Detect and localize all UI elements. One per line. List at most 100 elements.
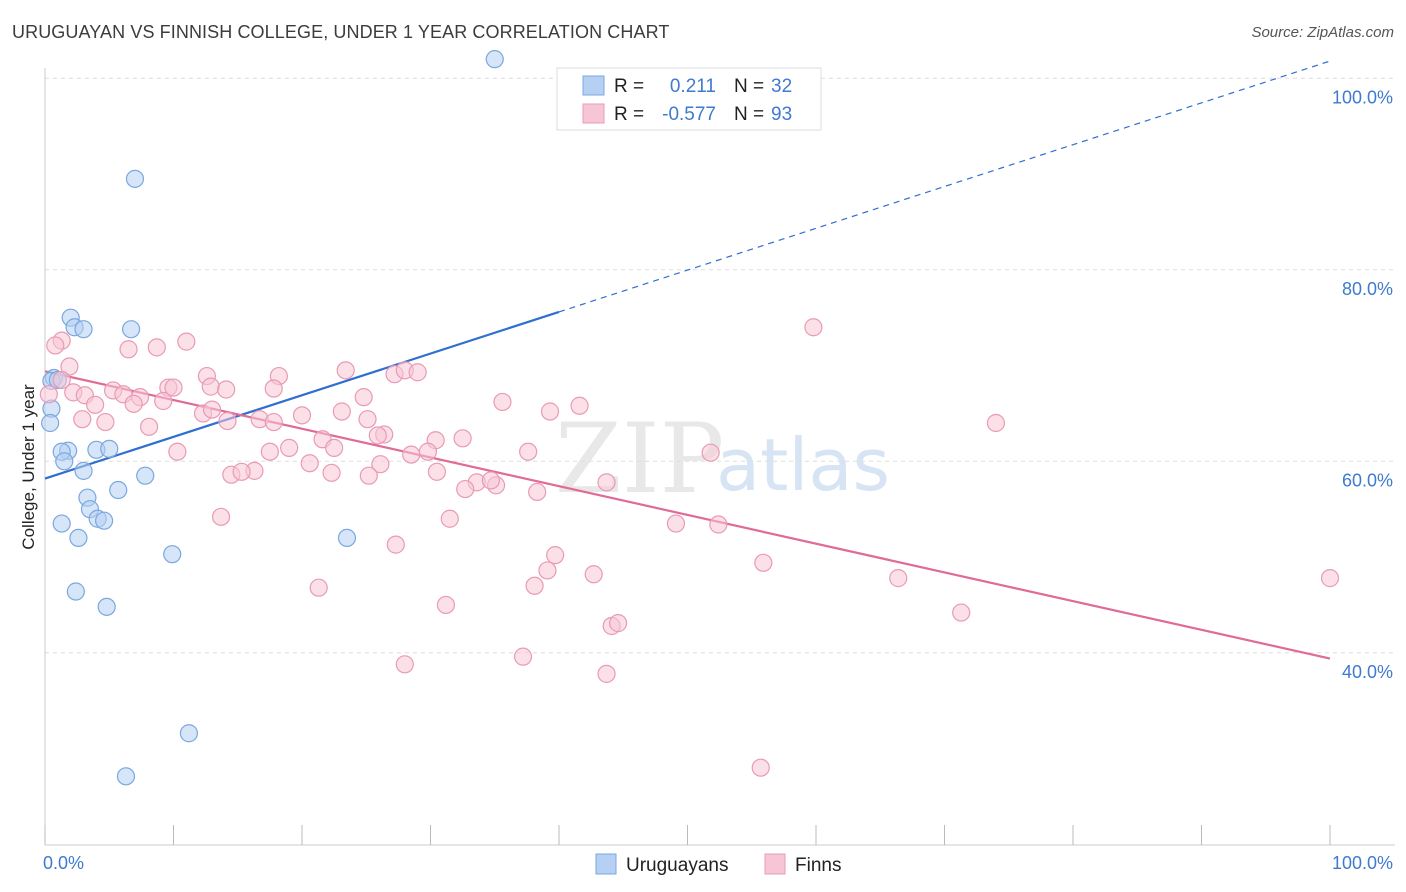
finns-point	[280, 438, 299, 457]
uruguayans-point	[100, 439, 119, 458]
finns-point	[427, 462, 447, 481]
uruguayans-point	[97, 597, 116, 616]
finns-point	[418, 442, 438, 461]
uruguayans-point	[95, 511, 114, 530]
bottom-legend-finns: Finns	[795, 855, 841, 876]
finns-point	[597, 664, 616, 683]
legend-n-label: N =	[734, 76, 764, 97]
uruguayans-point	[66, 582, 85, 601]
finns-point	[584, 565, 603, 584]
finns-point	[538, 561, 557, 580]
finns-point	[751, 758, 770, 777]
finns-point	[60, 357, 79, 376]
finns-point	[525, 576, 544, 595]
finns-point	[701, 443, 720, 462]
uruguayans-point	[337, 528, 357, 548]
finns-point	[709, 515, 728, 534]
uruguayans-trend-line	[44, 310, 560, 480]
uruguayans-point	[116, 767, 136, 786]
finns-point	[371, 455, 390, 474]
scatter-points	[39, 50, 1340, 786]
finns-point	[232, 462, 251, 481]
tick-labels: 40.0% 60.0% 80.0% 100.0% 0.0% 100.0%	[43, 87, 1393, 873]
finns-point	[408, 363, 427, 382]
finns-point	[368, 426, 387, 445]
uruguayans-point	[163, 545, 182, 564]
watermark-atlas: atlas	[716, 423, 890, 507]
finns-point	[609, 614, 628, 633]
finns-point	[322, 463, 341, 482]
finns-point	[264, 379, 283, 398]
finns-point	[300, 454, 319, 473]
legend-swatch-pink	[582, 103, 605, 124]
finns-point	[359, 466, 378, 485]
bottom-legend-swatch-pink	[764, 853, 786, 875]
finns-point	[440, 509, 459, 528]
finns-point	[358, 410, 377, 429]
finns-point	[124, 394, 143, 413]
uruguayans-trend-extension	[558, 60, 1331, 313]
finns-point	[73, 410, 92, 429]
finns-point	[481, 471, 500, 490]
uruguayans-point	[485, 50, 504, 69]
legend-n-label: N =	[734, 104, 764, 125]
legend-r-label: R =	[614, 104, 644, 125]
finns-point	[754, 553, 773, 572]
finns-point	[519, 442, 538, 461]
legend-n-value: 93	[771, 104, 792, 125]
gridlines	[45, 77, 1395, 654]
legend-r-value: -0.577	[662, 104, 716, 125]
uruguayans-point	[41, 413, 60, 433]
finns-point	[260, 442, 279, 461]
finns-point	[46, 336, 65, 355]
finns-point	[201, 377, 220, 396]
finns-point	[164, 378, 183, 397]
finns-point	[332, 402, 351, 421]
finns-point	[540, 402, 560, 421]
axes	[44, 68, 1395, 846]
finns-point	[546, 546, 565, 565]
finns-point	[436, 595, 456, 615]
finns-point	[570, 396, 589, 415]
finns-point	[177, 332, 196, 351]
legend-r-label: R =	[614, 76, 644, 97]
finns-point	[139, 417, 159, 436]
finns-point	[386, 535, 405, 554]
finns-point	[119, 340, 138, 359]
finns-point	[453, 429, 472, 448]
bottom-legend: Uruguayans Finns	[595, 853, 841, 876]
finns-point	[336, 361, 355, 380]
uruguayans-point	[136, 466, 155, 485]
finns-point	[211, 507, 231, 526]
finns-point	[292, 406, 312, 425]
finns-point	[395, 655, 414, 674]
finns-point	[264, 412, 283, 432]
watermark-zip: ZIP	[555, 403, 724, 515]
uruguayans-point	[55, 452, 74, 471]
finns-point	[39, 385, 58, 404]
uruguayans-point	[74, 320, 93, 339]
finns-point	[168, 442, 187, 461]
uruguayans-point	[52, 514, 71, 533]
finns-point	[528, 482, 547, 502]
uruguayans-point	[109, 480, 128, 500]
y-tick-label: 100.0%	[1332, 87, 1393, 107]
bottom-legend-uruguayans: Uruguayans	[626, 855, 728, 876]
finns-point	[952, 603, 971, 622]
y-tick-label: 60.0%	[1342, 470, 1393, 490]
finns-point	[154, 391, 173, 411]
legend-swatch-blue	[582, 75, 605, 96]
finns-point	[202, 400, 222, 419]
x-tick-label: 0.0%	[43, 853, 84, 873]
finns-point	[309, 578, 328, 597]
uruguayans-point	[69, 528, 88, 548]
uruguayans-point	[121, 320, 141, 339]
finns-point	[666, 514, 686, 533]
finns-point	[86, 395, 105, 414]
x-tick-label: 100.0%	[1332, 853, 1393, 873]
y-axis-label: College, Under 1 year	[19, 384, 38, 550]
uruguayans-point	[179, 724, 199, 743]
finns-point	[597, 473, 616, 492]
finns-point	[147, 338, 166, 357]
